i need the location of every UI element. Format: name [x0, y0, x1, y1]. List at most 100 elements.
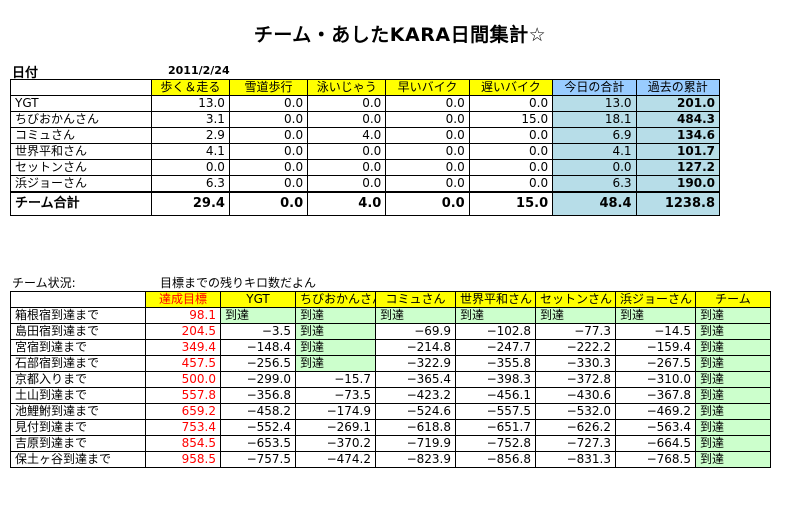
team-total-cell: 48.4: [552, 191, 637, 216]
remaining-cell: 到達: [455, 307, 536, 324]
remaining-cell: −398.3: [455, 371, 536, 388]
daily-value-cell: 0.0: [468, 143, 554, 160]
daily-header-cell: 早いバイク: [385, 79, 470, 96]
goal-target: 958.5: [145, 451, 221, 468]
goal-row: 土山到達まで 557.8 −356.8 −73.5 −423.2 −456.1 −430.6…: [10, 387, 771, 404]
goal-row: 保土ヶ谷到達まで 958.5 −757.5 −474.2 −823.9 −856.8 −83…: [10, 451, 771, 468]
remaining-cell: −370.2: [295, 435, 376, 452]
daily-value-cell: 0.0: [468, 175, 554, 193]
daily-value-cell: 0.0: [385, 175, 470, 193]
daily-header-cell: 遅いバイク: [468, 79, 554, 96]
remaining-cell: −727.3: [535, 435, 616, 452]
goal-target: 557.8: [145, 387, 221, 404]
goal-header-cell: セットンさん: [535, 291, 616, 308]
goal-row: 池鯉鮒到達まで 659.2 −458.2 −174.9 −524.6 −557.5 −532…: [10, 403, 771, 420]
remaining-cell: 到達: [695, 371, 771, 388]
goal-target: 98.1: [145, 307, 221, 324]
daily-value-cell: 0.0: [385, 95, 470, 112]
remaining-cell: −247.7: [455, 339, 536, 356]
remaining-cell: −222.2: [535, 339, 616, 356]
daily-row: ちびおかんさん 3.1 0.0 0.0 0.0 15.0 18.1 484.3: [10, 111, 721, 128]
goal-header-cell: コミュさん: [375, 291, 456, 308]
remaining-cell: 到達: [695, 339, 771, 356]
goal-row: 吉原到達まで 854.5 −653.5 −370.2 −719.9 −752.8 −727.…: [10, 435, 771, 452]
remaining-cell: −365.4: [375, 371, 456, 388]
daily-value-cell: 0.0: [385, 127, 470, 144]
remaining-cell: −752.8: [455, 435, 536, 452]
remaining-cell: 到達: [695, 451, 771, 468]
daily-value-cell: 0.0: [228, 95, 309, 112]
remaining-cell: −356.8: [220, 387, 296, 404]
member-name: コミュさん: [10, 127, 152, 144]
remaining-cell: −14.5: [615, 323, 696, 340]
goal-name: 土山到達まで: [10, 387, 146, 404]
remaining-cell: −653.5: [220, 435, 296, 452]
daily-value-cell: 134.6: [635, 127, 721, 144]
goal-header-cell: 達成目標: [145, 291, 221, 308]
remaining-cell: −524.6: [375, 403, 456, 420]
goal-target: 349.4: [145, 339, 221, 356]
remaining-cell: 到達: [695, 355, 771, 372]
goal-name: 保土ヶ谷到達まで: [10, 451, 146, 468]
remaining-cell: −831.3: [535, 451, 616, 468]
daily-value-cell: 0.0: [385, 159, 470, 176]
goal-row: 京都入りまで 500.0 −299.0 −15.7 −365.4 −398.3 −372.8…: [10, 371, 771, 388]
remaining-cell: −719.9: [375, 435, 456, 452]
daily-value-cell: 13.0: [552, 95, 637, 112]
member-name: ちびおかんさん: [10, 111, 152, 128]
remaining-cell: 到達: [295, 307, 376, 324]
team-total-cell: 0.0: [228, 191, 309, 216]
remaining-cell: −430.6: [535, 387, 616, 404]
goal-name: 宮宿到達まで: [10, 339, 146, 356]
daily-value-cell: 2.9: [150, 127, 230, 144]
remaining-cell: −73.5: [295, 387, 376, 404]
remaining-cell: 到達: [695, 419, 771, 436]
team-total-row: チーム合計 29.4 0.0 4.0 0.0 15.0 48.4 1238.8: [10, 191, 721, 216]
team-total-label: チーム合計: [10, 191, 152, 216]
goal-target: 659.2: [145, 403, 221, 420]
remaining-cell: −256.5: [220, 355, 296, 372]
remaining-cell: −458.2: [220, 403, 296, 420]
daily-header-cell: 今日の合計: [552, 79, 637, 96]
member-name: YGT: [10, 95, 152, 112]
date-label: 日付: [12, 66, 39, 81]
remaining-cell: 到達: [295, 323, 376, 340]
remaining-cell: −69.9: [375, 323, 456, 340]
daily-value-cell: 0.0: [150, 159, 230, 176]
goal-target: 854.5: [145, 435, 221, 452]
remaining-cell: −664.5: [615, 435, 696, 452]
daily-value-cell: 6.9: [552, 127, 637, 144]
remaining-cell: −267.5: [615, 355, 696, 372]
daily-row: 浜ジョーさん 6.3 0.0 0.0 0.0 0.0 6.3 190.0: [10, 175, 721, 193]
goal-target: 500.0: [145, 371, 221, 388]
goal-target: 753.4: [145, 419, 221, 436]
remaining-cell: −823.9: [375, 451, 456, 468]
remaining-cell: −330.3: [535, 355, 616, 372]
remaining-cell: −626.2: [535, 419, 616, 436]
daily-value-cell: 0.0: [307, 111, 387, 128]
daily-header-cell: 歩く＆走る: [150, 79, 230, 96]
daily-value-cell: 201.0: [635, 95, 721, 112]
remaining-cell: −474.2: [295, 451, 376, 468]
daily-value-cell: 0.0: [228, 159, 309, 176]
remaining-cell: −651.7: [455, 419, 536, 436]
remaining-cell: −618.8: [375, 419, 456, 436]
daily-value-cell: 0.0: [307, 175, 387, 193]
remaining-cell: −757.5: [220, 451, 296, 468]
remaining-cell: −77.3: [535, 323, 616, 340]
member-name: セットンさん: [10, 159, 152, 176]
goal-name: 吉原到達まで: [10, 435, 146, 452]
team-total-cell: 1238.8: [635, 191, 721, 216]
daily-value-cell: 18.1: [552, 111, 637, 128]
remaining-cell: 到達: [295, 355, 376, 372]
daily-value-cell: 0.0: [385, 143, 470, 160]
remaining-cell: −174.9: [295, 403, 376, 420]
remaining-cell: 到達: [695, 403, 771, 420]
remaining-cell: 到達: [535, 307, 616, 324]
team-total-cell: 0.0: [385, 191, 470, 216]
daily-value-cell: 0.0: [228, 111, 309, 128]
goal-header-cell: 浜ジョーさん: [615, 291, 696, 308]
goal-status-table: 達成目標YGTちびおかんさんコミュさん世界平和さんセットンさん浜ジョーさんチーム…: [10, 291, 771, 468]
daily-summary-table: 歩く＆走る 雪道歩行 泳いじゃう 早いバイク 遅いバイク 今日の合計 過去の累計 YGT 13…: [10, 79, 721, 216]
goal-target: 457.5: [145, 355, 221, 372]
